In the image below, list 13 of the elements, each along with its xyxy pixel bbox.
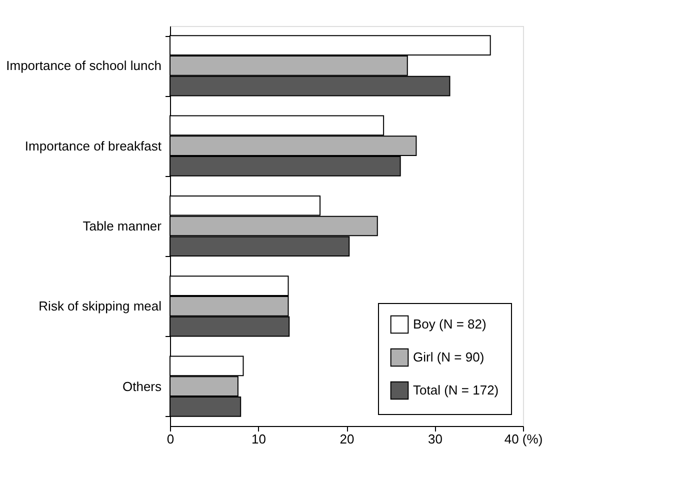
y-tick-label: Others (122, 378, 162, 394)
legend-label: Boy (N = 82) (413, 316, 486, 332)
x-tick-label: 20 (340, 432, 354, 446)
y-tick-label: Importance of breakfast (24, 138, 162, 154)
x-tick-label: 40 (%) (504, 432, 543, 446)
y-tick-label: Table manner (82, 218, 162, 234)
x-tick-label: 0 (166, 432, 174, 446)
legend-label: Total (N = 172) (413, 382, 499, 398)
y-tick-label: Risk of skipping meal (38, 298, 162, 314)
legend-label: Girl (N = 90) (413, 350, 484, 364)
x-tick-label: 10 (252, 432, 266, 446)
y-tick-label: Importance of school lunch (6, 58, 162, 74)
x-tick-label: 30 (428, 432, 442, 446)
